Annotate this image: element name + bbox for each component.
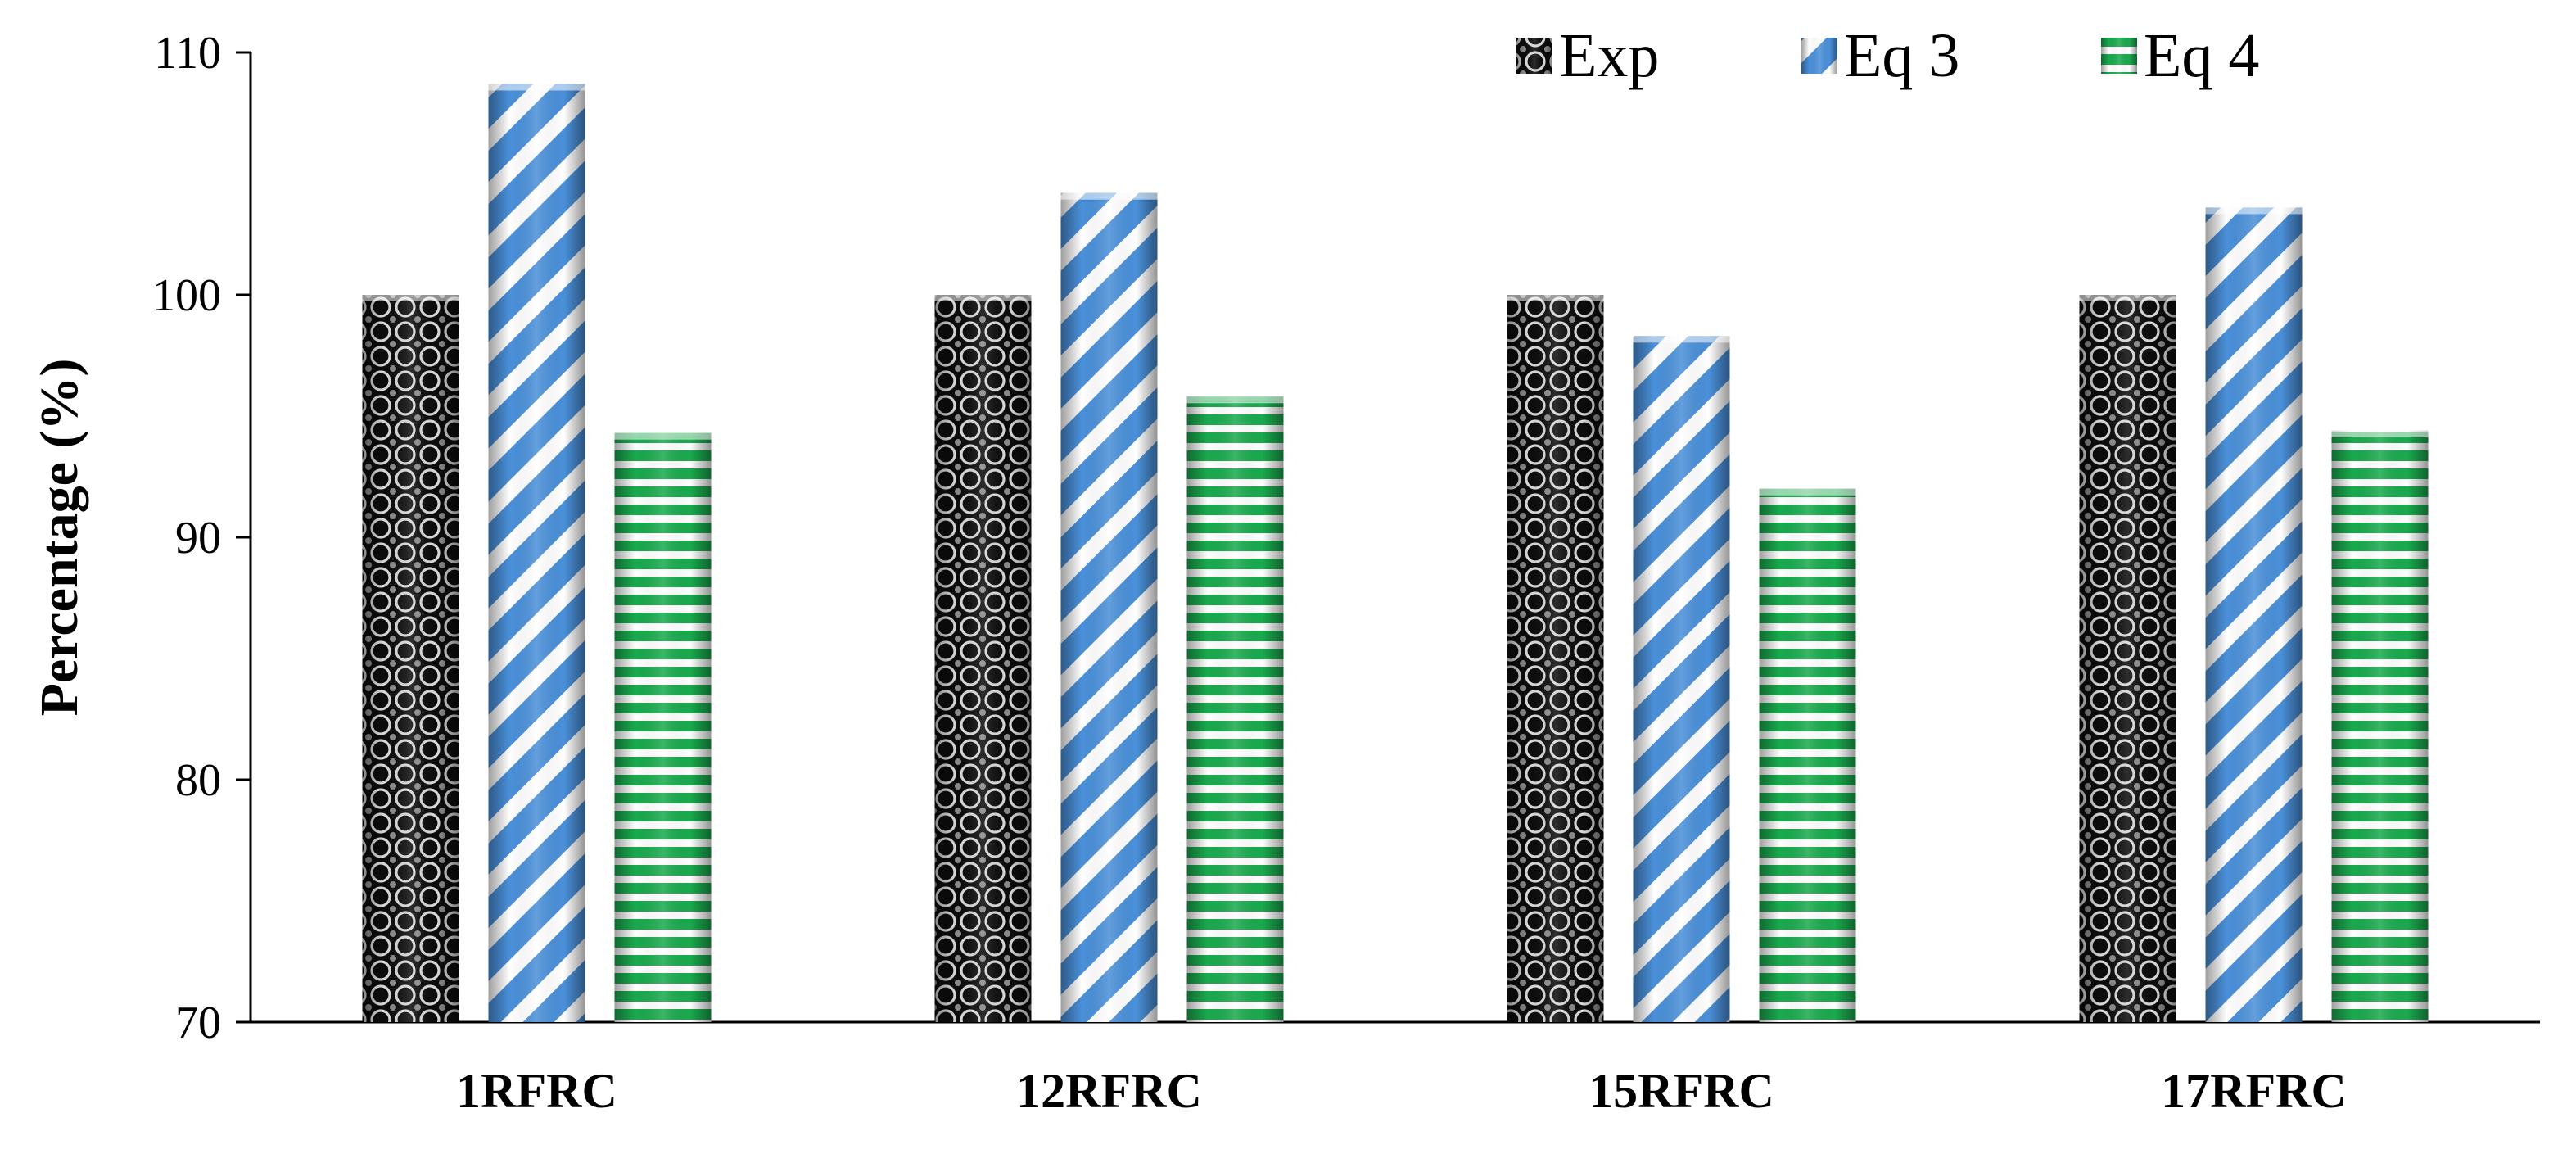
bar-eq-3-17rfrc: [2205, 207, 2303, 1022]
y-tick-label: 90: [175, 513, 221, 563]
x-tick-label: 17RFRC: [2161, 1064, 2347, 1118]
bar-eq-4-1rfrc: [614, 432, 712, 1022]
bar-exp-15rfrc: [1507, 295, 1604, 1022]
legend: Exp Eq 3 Eq 4: [1516, 21, 2259, 90]
x-tick-label: 1RFRC: [456, 1064, 617, 1118]
bars: [362, 84, 2429, 1023]
legend-item-eq-3: Eq 3: [1801, 21, 1959, 90]
bar-eq-4-17rfrc: [2331, 430, 2429, 1022]
bar-exp-1rfrc: [362, 295, 459, 1022]
bar-eq-4-15rfrc: [1759, 488, 1856, 1022]
x-tick-label: 12RFRC: [1016, 1064, 1202, 1118]
x-tick-label: 15RFRC: [1589, 1064, 1774, 1118]
bar-exp-17rfrc: [2079, 295, 2176, 1022]
legend-label: Eq 3: [1844, 21, 1959, 90]
bar-eq-3-1rfrc: [488, 84, 585, 1023]
legend-label: Exp: [1559, 21, 1659, 90]
legend-label: Eq 4: [2144, 21, 2259, 90]
bar-eq-4-12rfrc: [1186, 396, 1284, 1022]
legend-item-exp: Exp: [1516, 21, 1659, 90]
legend-item-eq-4: Eq 4: [2101, 21, 2259, 90]
bar-exp-12rfrc: [934, 295, 1032, 1022]
y-tick-label: 110: [154, 28, 221, 79]
y-tick-label: 100: [152, 270, 221, 321]
y-tick-label: 80: [175, 755, 221, 806]
bar-eq-3-15rfrc: [1633, 336, 1730, 1022]
y-axis-title: Percentage (%): [29, 359, 89, 717]
bar-eq-3-12rfrc: [1060, 192, 1158, 1022]
axis-labels: 70 80 90 100 110 1RFRC 12RFRC 15RFRC 17RFRC Perce…: [29, 28, 2347, 1118]
y-tick-label: 70: [175, 998, 221, 1048]
